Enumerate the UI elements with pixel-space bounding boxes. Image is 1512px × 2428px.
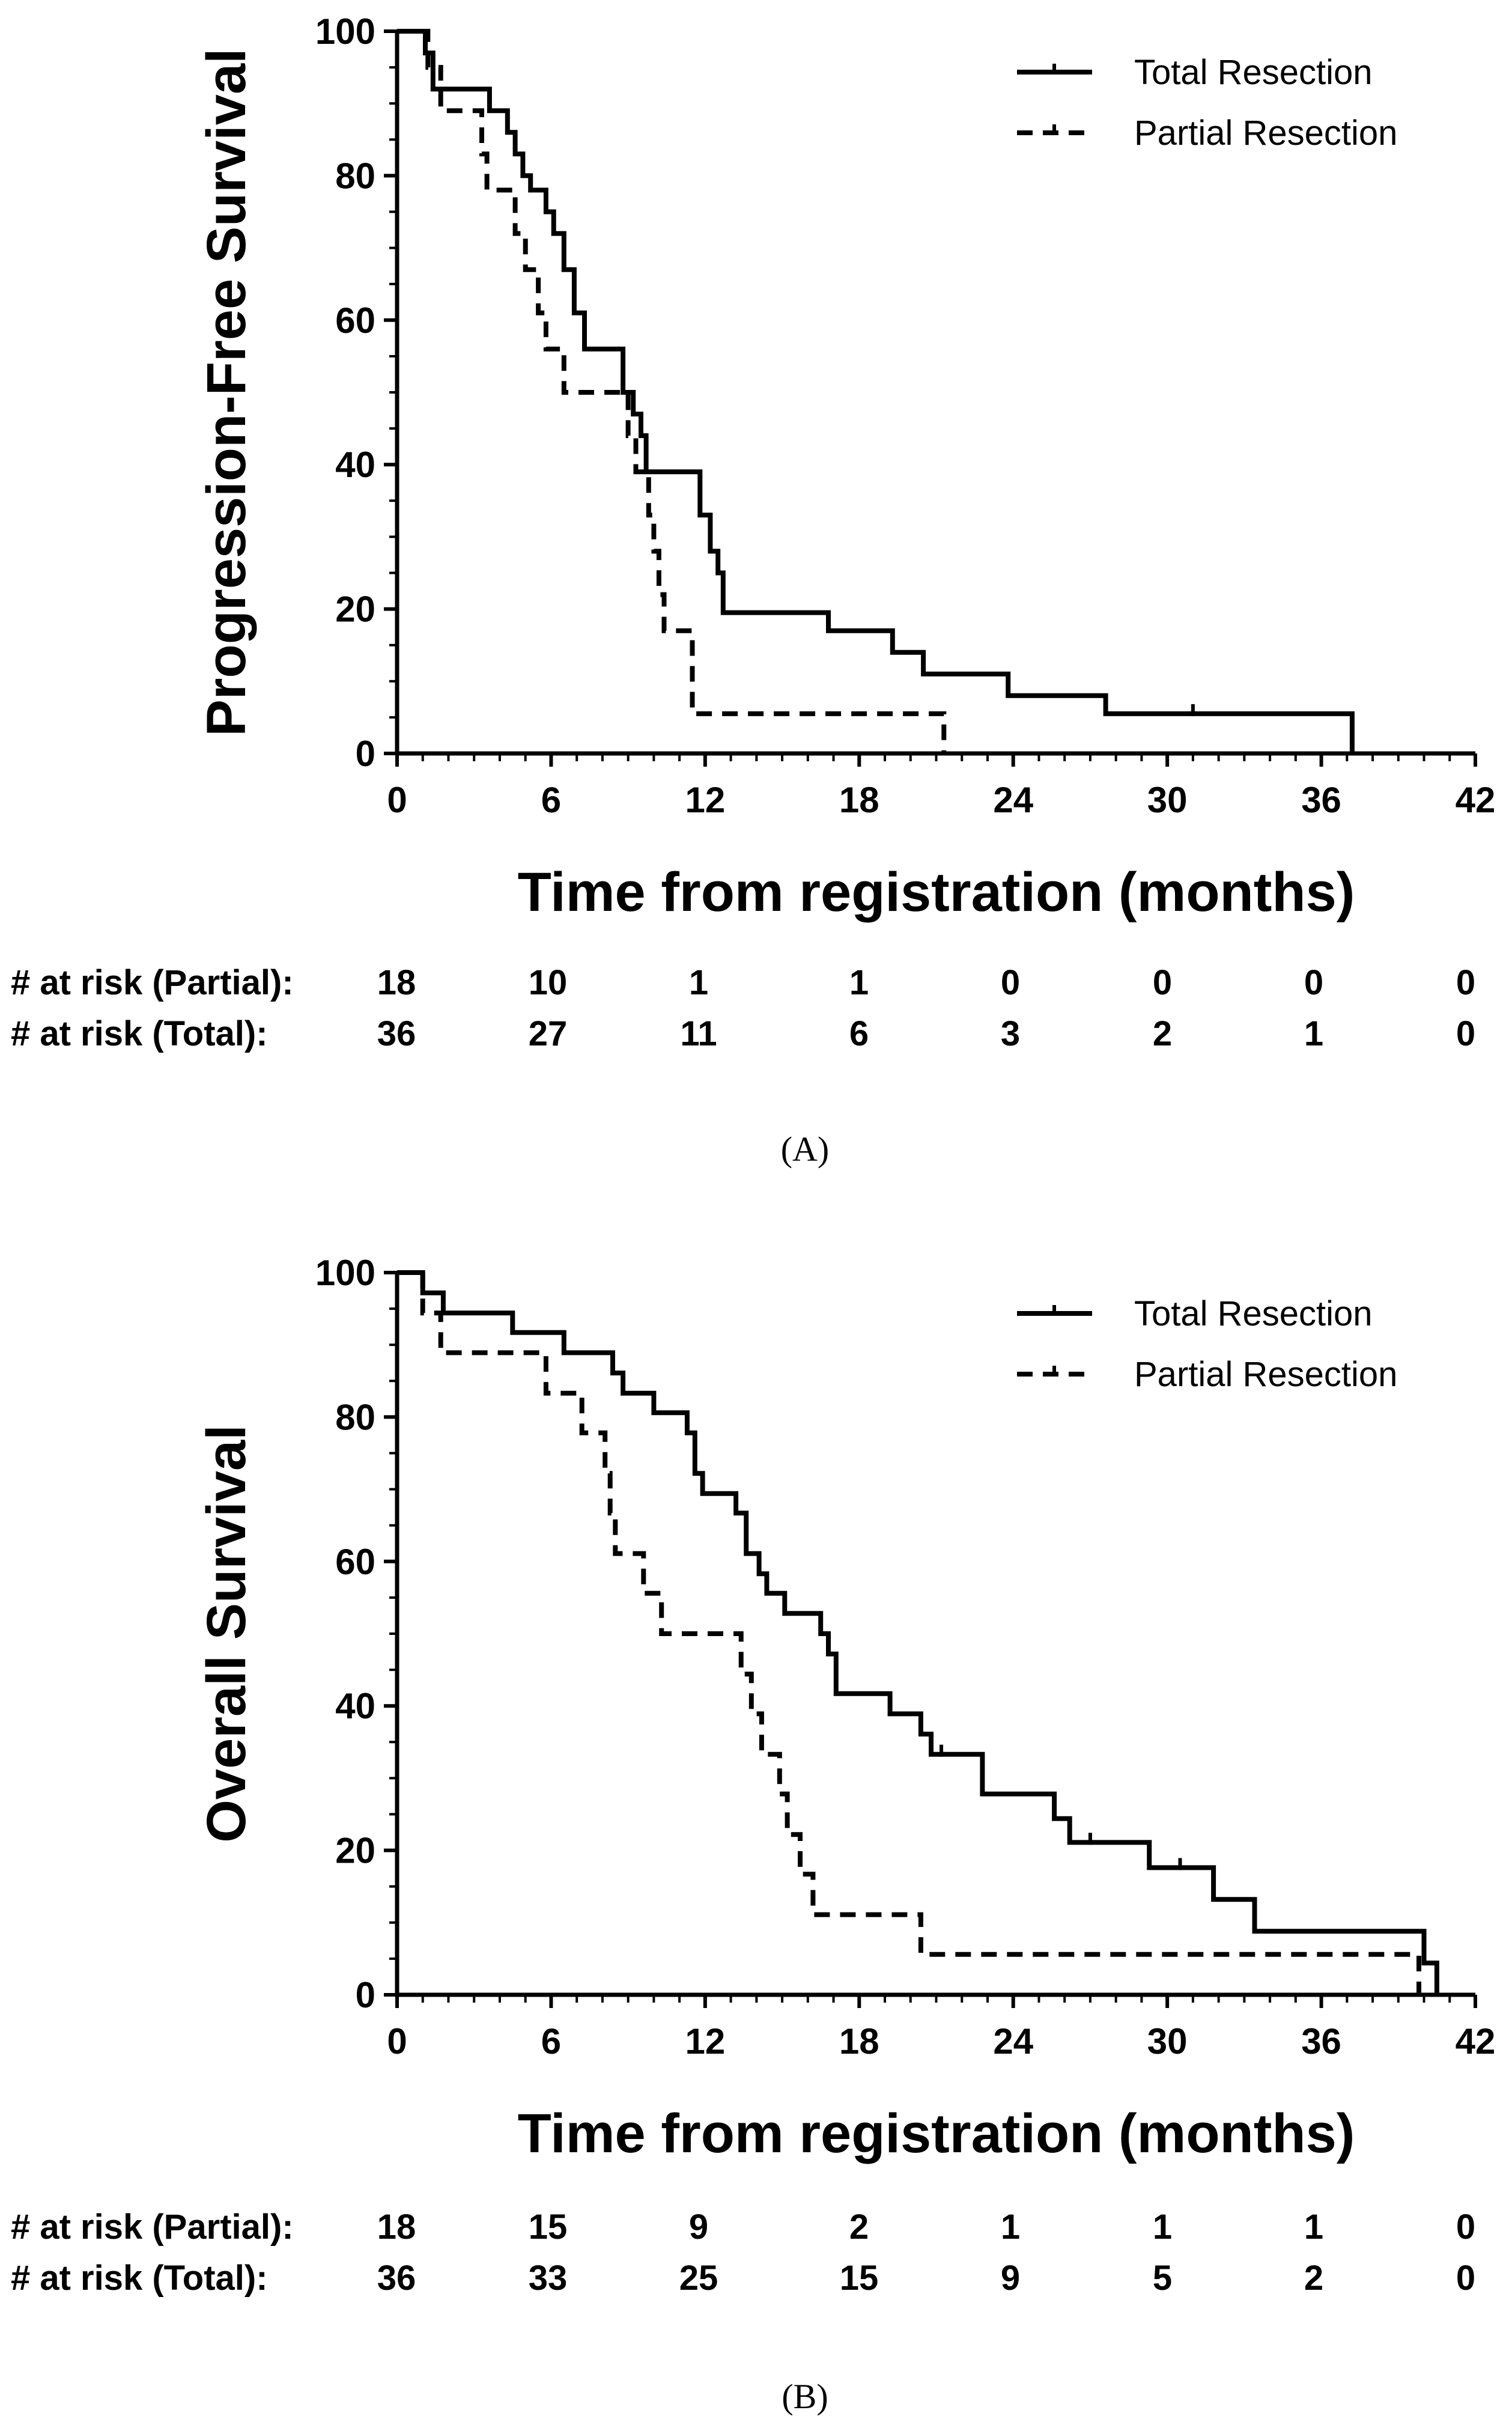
risk-count: 1 — [1153, 2207, 1172, 2247]
risk-count: 10 — [529, 963, 568, 1002]
risk-count: 0 — [1304, 963, 1323, 1002]
risk-count: 0 — [1153, 963, 1172, 1002]
total-resection-curve — [397, 1270, 1439, 1995]
x-tick-label: 12 — [685, 780, 725, 820]
x-tick-label: 18 — [839, 780, 879, 820]
total-resection-curve — [397, 29, 1355, 753]
risk-count: 36 — [377, 2259, 416, 2298]
legend-label: Total Resection — [1134, 1294, 1373, 1333]
risk-count: 1 — [1001, 2207, 1020, 2247]
legend-label: Total Resection — [1134, 53, 1373, 92]
y-tick-label: 40 — [335, 445, 375, 485]
risk-count: 6 — [849, 1014, 869, 1053]
risk-count: 18 — [377, 963, 416, 1002]
legend-label: Partial Resection — [1134, 1355, 1397, 1394]
y-tick-label: 100 — [315, 11, 375, 52]
y-tick-label: 80 — [335, 156, 375, 196]
y-axis-title: Overall Survival — [196, 1425, 257, 1843]
x-axis-title: Time from registration (months) — [518, 2103, 1355, 2164]
y-tick-label: 20 — [335, 1831, 375, 1871]
risk-count: 1 — [689, 963, 708, 1002]
risk-count: 5 — [1153, 2259, 1172, 2298]
y-tick-label: 40 — [335, 1686, 375, 1726]
x-tick-label: 0 — [387, 780, 407, 820]
x-tick-label: 30 — [1147, 780, 1188, 820]
x-tick-label: 36 — [1301, 2021, 1341, 2061]
legend-label: Partial Resection — [1134, 114, 1397, 153]
risk-count: 2 — [1153, 1014, 1172, 1053]
risk-row-label: # at risk (Total): — [11, 1014, 268, 1053]
risk-count: 11 — [680, 1014, 717, 1053]
risk-row-label: # at risk (Partial): — [11, 963, 294, 1002]
risk-count: 9 — [1001, 2259, 1020, 2298]
risk-count: 15 — [840, 2259, 879, 2298]
risk-count: 18 — [377, 2207, 416, 2247]
y-tick-label: 80 — [335, 1397, 375, 1437]
risk-count: 25 — [679, 2259, 718, 2298]
risk-count: 1 — [1304, 2207, 1323, 2247]
y-axis-title: Progression-Free Survival — [196, 48, 257, 736]
risk-count: 0 — [1001, 963, 1020, 1002]
y-tick-label: 0 — [356, 734, 375, 774]
x-tick-label: 12 — [685, 2021, 725, 2061]
partial-resection-curve — [397, 29, 947, 753]
y-tick-label: 0 — [356, 1975, 375, 2015]
risk-count: 2 — [849, 2207, 869, 2247]
panel-label: (A) — [781, 1130, 830, 1169]
risk-count: 0 — [1456, 2207, 1475, 2247]
x-tick-label: 6 — [541, 780, 561, 820]
risk-count: 0 — [1456, 2259, 1475, 2298]
risk-count: 1 — [849, 963, 869, 1002]
y-tick-label: 100 — [315, 1253, 375, 1293]
x-tick-label: 42 — [1456, 2021, 1496, 2061]
y-tick-label: 20 — [335, 589, 375, 630]
risk-count: 27 — [529, 1014, 568, 1053]
y-tick-label: 60 — [335, 1542, 375, 1582]
x-tick-label: 0 — [387, 2021, 407, 2061]
x-tick-label: 30 — [1147, 2021, 1188, 2061]
risk-row-label: # at risk (Partial): — [11, 2207, 294, 2247]
partial-resection-curve — [397, 1270, 1421, 1995]
x-tick-label: 42 — [1456, 780, 1496, 820]
risk-count: 3 — [1001, 1014, 1020, 1053]
risk-count: 9 — [689, 2207, 708, 2247]
y-tick-label: 60 — [335, 300, 375, 341]
risk-count: 33 — [529, 2259, 568, 2298]
panel-label: (B) — [782, 2377, 828, 2416]
x-tick-label: 18 — [839, 2021, 879, 2061]
risk-count: 1 — [1304, 1014, 1323, 1053]
risk-count: 0 — [1456, 963, 1475, 1002]
x-tick-label: 24 — [993, 780, 1033, 820]
risk-row-label: # at risk (Total): — [11, 2259, 268, 2298]
risk-count: 36 — [377, 1014, 416, 1053]
risk-count: 2 — [1304, 2259, 1323, 2298]
risk-count: 15 — [529, 2207, 568, 2247]
x-tick-label: 24 — [993, 2021, 1033, 2061]
risk-count: 0 — [1456, 1014, 1475, 1053]
x-axis-title: Time from registration (months) — [518, 862, 1355, 923]
x-tick-label: 6 — [541, 2021, 561, 2061]
x-tick-label: 36 — [1301, 780, 1341, 820]
